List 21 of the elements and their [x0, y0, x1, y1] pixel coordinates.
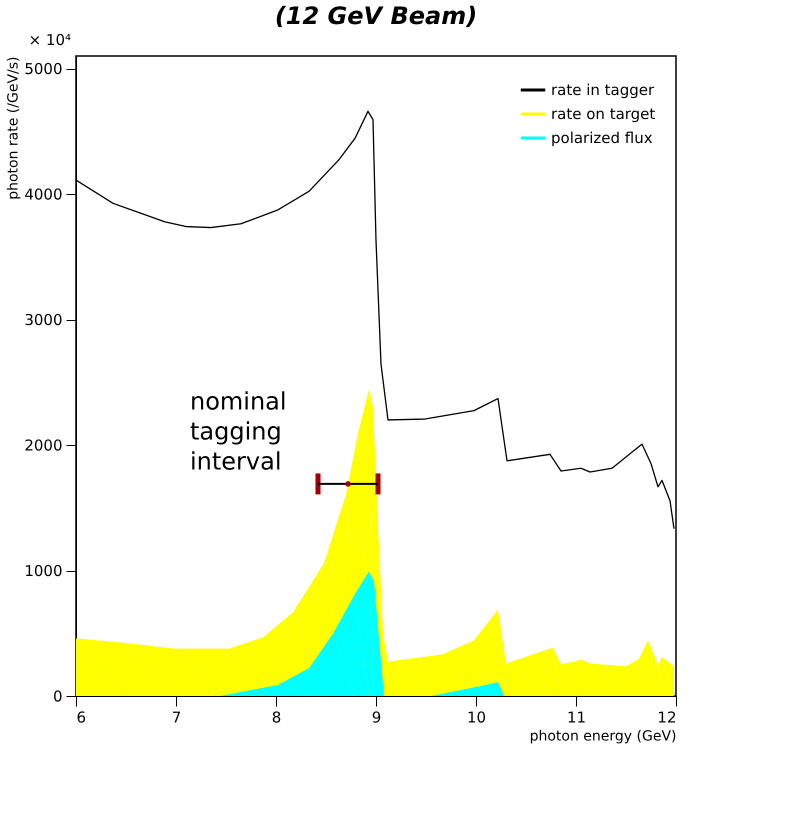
x-tick-label: 6: [76, 708, 86, 726]
y-tick-label: 1000: [24, 562, 62, 580]
x-tick-label: 9: [372, 708, 382, 726]
y-tick-label: 2000: [24, 436, 62, 455]
x-tick-label: 10: [466, 708, 486, 726]
y-tick-label: 5000: [24, 60, 62, 78]
text: × 10⁴: [28, 31, 71, 49]
legend-label: polarized flux: [551, 129, 653, 147]
y-tick-label: 0: [52, 688, 62, 706]
x-tick-label: 11: [566, 708, 586, 726]
y-tick-label: 3000: [24, 311, 62, 330]
legend-label: rate in tagger: [551, 81, 656, 99]
x-axis-title: photon energy (GeV): [530, 728, 676, 744]
x-tick-label: 8: [272, 708, 282, 726]
annotation: nominal tagging interval: [190, 387, 287, 476]
legend-label: rate on target: [551, 105, 656, 123]
x-tick-label: 7: [172, 708, 182, 726]
x-tick-label: 12: [657, 708, 676, 726]
y-axis-title: photon rate (/GeV/s): [5, 56, 22, 200]
y-tick-label: 4000: [24, 186, 62, 204]
chart-title: (12 GeV Beam): [274, 2, 478, 30]
